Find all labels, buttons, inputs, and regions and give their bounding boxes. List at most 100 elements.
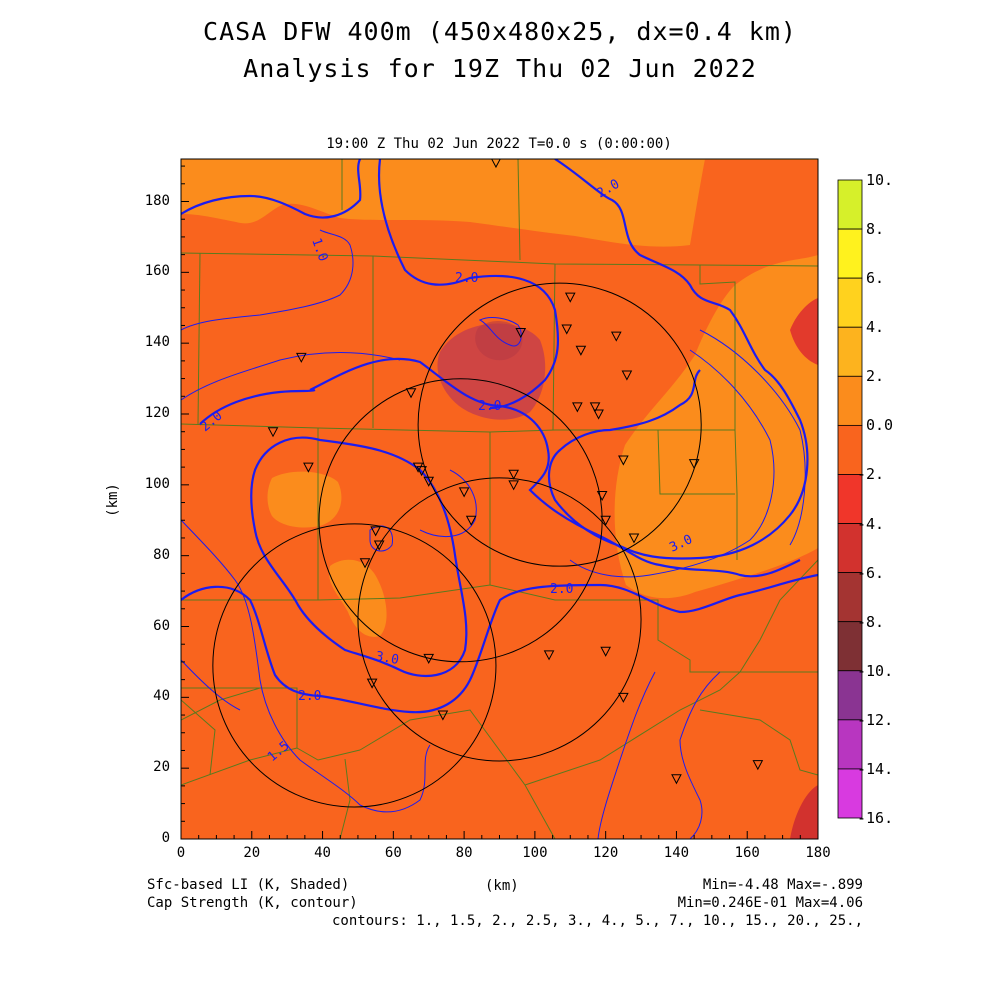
station-marker — [465, 515, 477, 526]
colorbar-swatch — [837, 523, 863, 574]
orange-region-east — [181, 159, 818, 599]
colorbar-swatch — [837, 228, 863, 279]
colorbar-level-label: 2. — [866, 367, 885, 386]
colorbar-swatch — [837, 326, 863, 377]
station-marker — [515, 328, 527, 339]
station-marker — [593, 409, 604, 420]
station-marker — [416, 466, 427, 477]
radar-range-rings — [212, 282, 702, 808]
contour-field-stats: Min=0.246E-01 Max=4.06 — [677, 895, 863, 911]
radar-ring — [417, 282, 702, 567]
station-marker — [423, 653, 435, 664]
colorbar-swatch — [837, 670, 863, 721]
colorbar-level-label: 8. — [866, 220, 885, 239]
shaded-field-stats: Min=-4.48 Max=-.899 — [702, 877, 863, 893]
x-tick-label: 120 — [593, 845, 619, 861]
station-marker — [543, 650, 555, 661]
station-marker — [572, 402, 583, 413]
station-marker — [295, 352, 307, 363]
colorbar-level-label: 10. — [866, 171, 894, 189]
radar-ring — [318, 378, 603, 663]
station-marker — [508, 469, 519, 480]
y-axis-label: (km) — [104, 483, 121, 517]
y-tick-label: 80 — [153, 546, 170, 563]
colorbar-level-label: -10. — [857, 661, 894, 680]
station-marker — [267, 427, 279, 438]
plot-subtitle: 19:00 Z Thu 02 Jun 2022 T=0.0 s (0:00:00… — [326, 136, 672, 152]
contour-label: 3.0 — [374, 649, 400, 668]
colorbar-swatch — [837, 719, 863, 770]
cap-strength-contours — [181, 159, 818, 839]
colorbar-level-label: -8. — [857, 612, 885, 631]
station-marker — [303, 462, 314, 473]
x-tick-label: 40 — [314, 845, 331, 861]
station-marker — [564, 292, 576, 303]
x-tick-label: 0 — [176, 845, 186, 861]
title-line-2: Analysis for 19Z Thu 02 Jun 2022 — [243, 54, 757, 83]
x-axis-label: (km) — [485, 878, 519, 894]
station-marker — [370, 526, 381, 537]
contour-label: 2.0 — [298, 689, 321, 704]
shaded-field — [181, 159, 818, 839]
station-marker — [373, 540, 385, 551]
orange-blob-southwest — [329, 559, 387, 637]
station-marker — [458, 487, 470, 498]
colorbar-level-label: -4. — [857, 514, 885, 533]
x-tick-label: 100 — [522, 845, 548, 861]
station-marker — [575, 345, 587, 356]
station-marker — [628, 533, 640, 544]
colorbar-swatch — [837, 572, 863, 623]
contour-label: 2.0 — [550, 582, 573, 597]
y-tick-label: 60 — [153, 617, 170, 634]
station-marker — [405, 388, 417, 399]
colorbar-swatch — [837, 474, 863, 524]
station-marker — [359, 558, 371, 569]
station-marker — [508, 480, 519, 491]
station-marker — [688, 459, 700, 470]
y-tick-label: 20 — [153, 759, 170, 776]
colorbar-level-label: -14. — [857, 759, 894, 778]
x-tick-label: 20 — [243, 845, 261, 861]
station-marker — [600, 646, 611, 657]
station-marker — [618, 692, 629, 703]
colorbar-level-label: -6. — [857, 563, 885, 582]
colorbar-level-label: -16. — [857, 809, 894, 827]
axis-ticks — [180, 165, 819, 840]
station-marker — [366, 678, 378, 689]
station-marker — [596, 490, 608, 502]
y-tick-label: 160 — [144, 263, 170, 280]
station-marker — [610, 331, 622, 342]
station-marker — [621, 370, 633, 381]
station-marker — [561, 324, 573, 335]
colorbar-level-label: 0.0 — [866, 416, 894, 435]
station-markers — [267, 159, 764, 785]
contour-levels-list: contours: 1., 1.5, 2., 2.5, 3., 4., 5., … — [331, 913, 863, 929]
colorbar — [837, 179, 863, 819]
y-tick-label: 0 — [161, 830, 170, 846]
x-tick-label: 80 — [455, 845, 473, 861]
colorbar-level-label: -12. — [857, 710, 894, 729]
colorbar-swatch — [837, 424, 863, 475]
station-marker — [589, 402, 601, 413]
radar-ring — [212, 523, 497, 808]
y-tick-label: 40 — [153, 688, 170, 705]
y-tick-label: 140 — [144, 334, 170, 351]
radar-ring — [357, 477, 642, 762]
station-marker — [437, 710, 449, 721]
x-tick-label: 60 — [384, 845, 402, 861]
station-marker — [671, 774, 682, 785]
station-marker — [600, 515, 611, 526]
contour-label: 2.0 — [455, 271, 478, 286]
y-tick-label: 100 — [144, 475, 170, 492]
x-tick-label: 180 — [805, 845, 831, 861]
colorbar-swatch — [837, 621, 863, 672]
station-marker — [618, 455, 629, 466]
colorbar-level-label: -2. — [857, 465, 885, 484]
station-marker — [491, 159, 501, 169]
y-tick-label: 120 — [144, 405, 170, 421]
colorbar-level-label: 6. — [866, 269, 885, 288]
colorbar-swatch — [837, 277, 863, 328]
x-tick-label: 140 — [663, 845, 690, 861]
contour-label: 2.0 — [478, 399, 501, 414]
title-line-1: CASA DFW 400m (450x480x25, dx=0.4 km) — [203, 17, 797, 46]
